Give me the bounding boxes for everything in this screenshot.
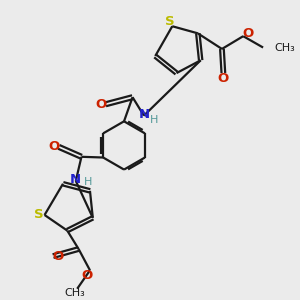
Text: S: S [34,208,43,221]
Text: H: H [83,177,92,187]
Text: N: N [138,108,149,121]
Text: H: H [150,115,158,125]
Text: O: O [48,140,59,153]
Text: O: O [81,269,92,282]
Text: CH₃: CH₃ [64,288,85,298]
Text: O: O [95,98,106,111]
Text: O: O [218,72,229,85]
Text: O: O [243,27,254,40]
Text: N: N [70,173,81,186]
Text: CH₃: CH₃ [274,43,295,52]
Text: S: S [165,15,175,28]
Text: O: O [52,250,64,262]
